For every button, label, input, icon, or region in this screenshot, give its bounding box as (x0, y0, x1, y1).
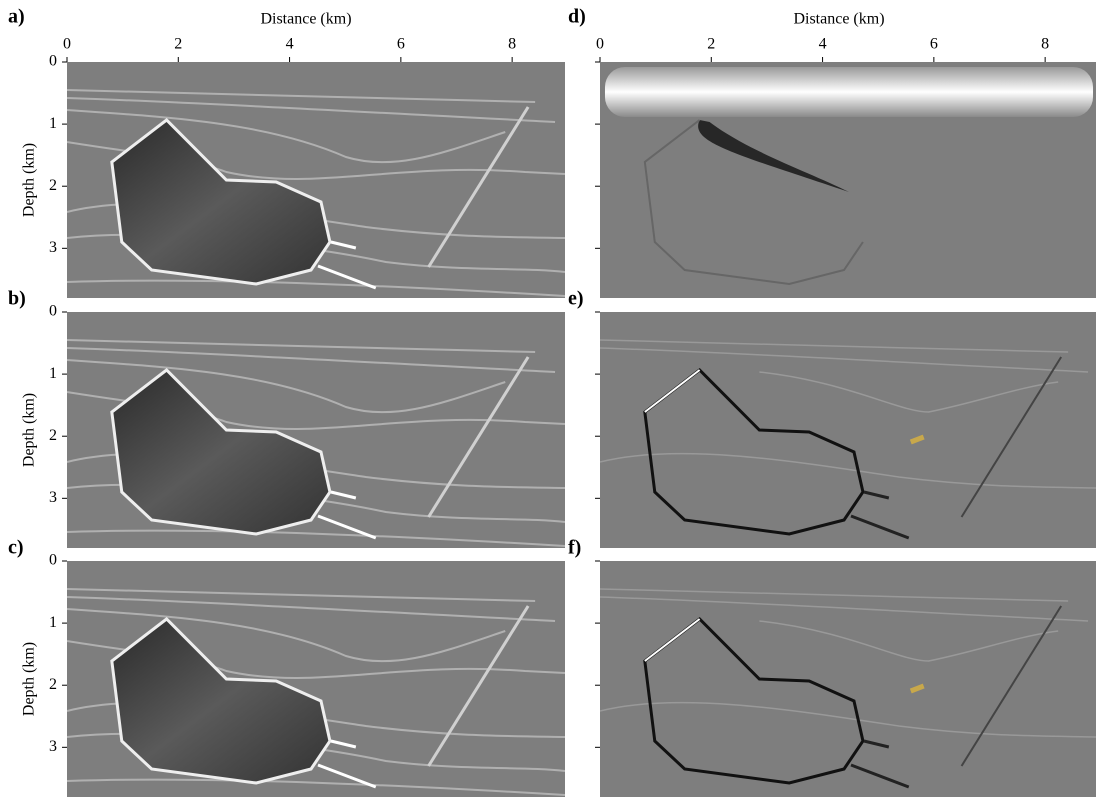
panel-label: b) (8, 288, 26, 310)
x-tick-label: 2 (707, 36, 715, 53)
panel-label: c) (8, 537, 24, 559)
panel-label: a) (8, 6, 25, 28)
panel-image (67, 561, 565, 797)
x-axis-label: Distance (km) (260, 11, 351, 28)
y-tick-label: 0 (49, 303, 57, 320)
y-tick-label: 2 (49, 676, 57, 693)
y-tick-label: 1 (49, 365, 57, 382)
panel-label: e) (568, 288, 584, 310)
y-axis-label: Depth (km) (21, 143, 38, 217)
y-tick-label: 1 (49, 115, 57, 132)
x-tick-label: 8 (508, 36, 516, 53)
panel-image (600, 312, 1096, 548)
x-tick-label: 2 (174, 36, 182, 53)
y-tick-label: 0 (49, 552, 57, 569)
y-tick-label: 3 (49, 239, 57, 256)
panel-label: f) (568, 537, 581, 559)
panel-image (600, 62, 1096, 298)
x-tick-label: 4 (819, 36, 827, 53)
y-tick-label: 3 (49, 738, 57, 755)
x-axis-label: Distance (km) (793, 11, 884, 28)
panel-label: d) (568, 6, 586, 28)
panel-image (67, 312, 565, 548)
y-axis-label: Depth (km) (21, 393, 38, 467)
x-tick-label: 8 (1041, 36, 1049, 53)
x-tick-label: 6 (930, 36, 938, 53)
x-tick-label: 6 (397, 36, 405, 53)
y-axis-label: Depth (km) (21, 642, 38, 716)
y-tick-label: 0 (49, 53, 57, 70)
x-tick-label: 0 (596, 36, 604, 53)
y-tick-label: 2 (49, 177, 57, 194)
y-tick-label: 2 (49, 427, 57, 444)
panel-image (600, 561, 1096, 797)
x-tick-label: 4 (286, 36, 294, 53)
y-tick-label: 3 (49, 489, 57, 506)
x-tick-label: 0 (63, 36, 71, 53)
panel-image (67, 62, 565, 298)
y-tick-label: 1 (49, 614, 57, 631)
